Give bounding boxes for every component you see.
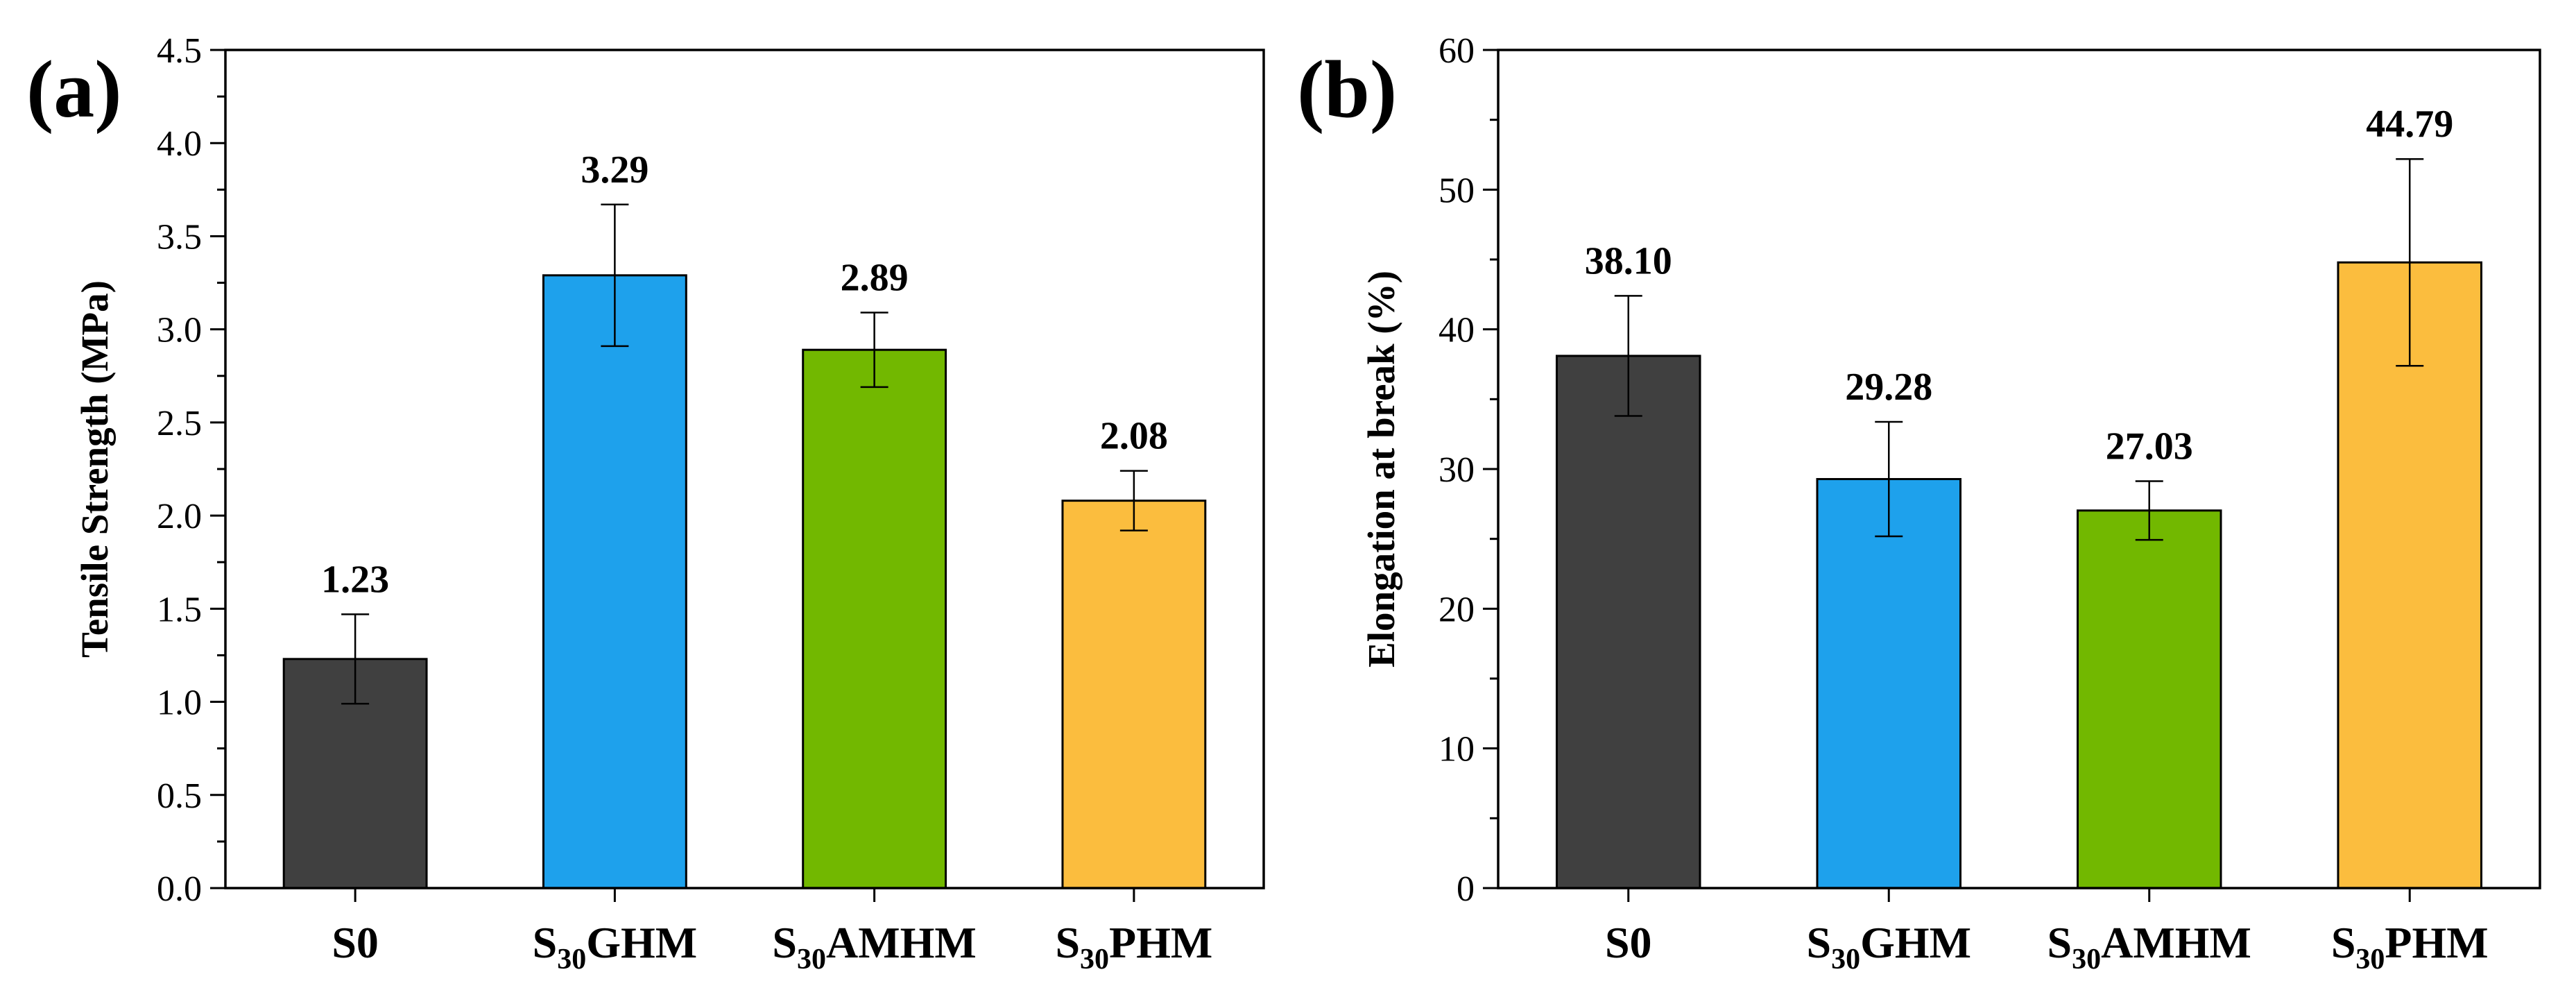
x-tick-label-rest: GHM [586, 918, 697, 967]
bar-b-2 [2076, 509, 2222, 889]
y-tick-label-b: 50 [1439, 171, 1475, 210]
panel-b-chart: (b) Elongation at break (%) 0 10 20 30 40 50 60 3… [1297, 31, 2541, 976]
x-tick-label-base: S [2331, 918, 2356, 967]
x-tick-label-rest: PHM [1109, 918, 1212, 967]
x-tick-label-a-2: S30AMHM [772, 918, 976, 976]
x-tick-label-a-1: S30GHM [533, 918, 698, 976]
y-tick-label-b: 10 [1439, 730, 1475, 769]
bar-a-3 [1061, 500, 1207, 889]
x-tick-label-subscript: 30 [797, 944, 826, 976]
x-tick-label-subscript: 30 [1080, 944, 1109, 976]
y-tick-label-a: 3.5 [157, 217, 202, 257]
x-tick-label-subscript: 30 [557, 944, 586, 976]
data-label-a-2: 2.89 [841, 257, 909, 300]
y-tick-label-a: 0.0 [157, 869, 202, 909]
x-tick-label-subscript: 30 [2355, 944, 2385, 976]
y-axis-title-a: Tensile Strength (MPa) [74, 280, 116, 658]
x-tick-label-rest: GHM [1860, 918, 1971, 967]
data-label-b-3: 44.79 [2366, 103, 2453, 146]
x-tick-label-b-1: S30GHM [1806, 918, 1971, 976]
data-label-b-1: 29.28 [1845, 366, 1932, 409]
y-tick-label-a: 2.5 [157, 404, 202, 443]
x-tick-label-subscript: 30 [1831, 944, 1860, 976]
data-label-b-0: 38.10 [1585, 239, 1672, 282]
x-tick-label-b-3: S30PHM [2331, 918, 2489, 976]
panel-a-chart: (a) Tensile Strength (MPa) 0.0 0.5 1.0 1.5 2.0… [26, 31, 1265, 976]
y-tick-label-b: 20 [1439, 590, 1475, 629]
x-tick-label-b-2: S30AMHM [2047, 918, 2251, 976]
x-tick-label-subscript: 30 [2072, 944, 2101, 976]
y-tick-label-b: 40 [1439, 311, 1475, 350]
y-tick-label-a: 4.5 [157, 31, 202, 71]
x-tick-label-base: S [772, 918, 797, 967]
x-tick-label-base: S [1806, 918, 1831, 967]
y-tick-label-a: 2.0 [157, 497, 202, 536]
x-tick-label-a-0: S0 [332, 918, 379, 967]
data-label-a-3: 2.08 [1100, 415, 1168, 458]
panel-label-a: (a) [26, 44, 122, 135]
bar-b-0 [1555, 355, 1701, 889]
x-tick-label-base: S0 [332, 918, 379, 967]
y-tick-label-b: 30 [1439, 450, 1475, 490]
y-tick-label-a: 4.0 [157, 124, 202, 164]
bar-a-1 [542, 274, 687, 889]
y-tick-label-b: 0 [1457, 869, 1475, 909]
x-tick-label-rest: AMHM [2101, 918, 2251, 967]
x-tick-label-b-0: S0 [1605, 918, 1652, 967]
y-axis-title-b: Elongation at break (%) [1360, 271, 1402, 667]
data-label-b-2: 27.03 [2106, 425, 2193, 468]
y-tick-label-a: 1.5 [157, 590, 202, 629]
y-tick-label-a: 0.5 [157, 776, 202, 816]
y-tick-label-a: 1.0 [157, 683, 202, 723]
panel-label-b: (b) [1297, 44, 1397, 135]
data-label-a-0: 1.23 [321, 558, 389, 601]
bar-b-3 [2337, 261, 2483, 889]
y-tick-label-b: 60 [1439, 31, 1475, 71]
bar-a-2 [802, 348, 947, 889]
bar-b-1 [1816, 477, 1962, 889]
x-tick-label-base: S0 [1605, 918, 1652, 967]
data-label-a-1: 3.29 [581, 148, 649, 191]
x-tick-label-base: S [533, 918, 558, 967]
x-tick-label-rest: PHM [2385, 918, 2488, 967]
x-tick-label-base: S [1055, 918, 1080, 967]
plot-frame-a [224, 49, 1265, 889]
x-tick-label-rest: AMHM [826, 918, 977, 967]
y-tick-label-a: 3.0 [157, 311, 202, 350]
x-tick-label-a-3: S30PHM [1055, 918, 1212, 976]
x-tick-label-base: S [2047, 918, 2072, 967]
plot-frame-b [1497, 49, 2541, 889]
